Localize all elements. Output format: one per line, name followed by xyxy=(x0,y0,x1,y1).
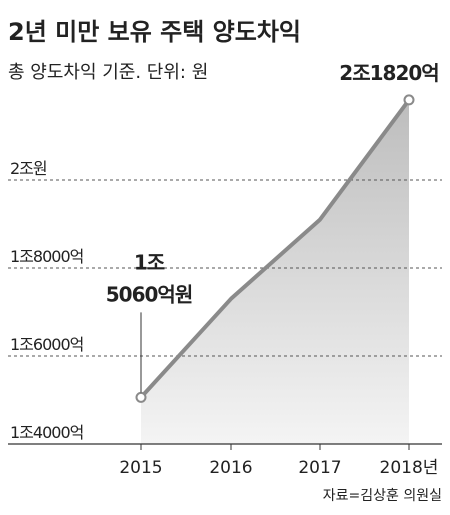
y-tick-label: 2조원 xyxy=(10,159,47,178)
source: 자료=김상훈 의원실 xyxy=(323,488,442,504)
value-label: 2조1820억 xyxy=(339,61,438,85)
marker xyxy=(135,391,147,403)
x-tick-label: 2018년 xyxy=(380,458,439,478)
y-tick-label: 1조4000억 xyxy=(10,423,83,442)
marker xyxy=(403,94,415,106)
x-tick-label: 2016 xyxy=(209,458,252,478)
y-tick-label: 1조8000억 xyxy=(10,247,83,266)
area xyxy=(141,99,409,445)
chart-subtitle: 총 양도차익 기준. 단위: 원 xyxy=(8,62,208,83)
line xyxy=(139,98,411,399)
x-tick-label: 2017 xyxy=(298,458,341,478)
x-tick-label: 2015 xyxy=(119,458,162,478)
y-tick-label: 1조6000억 xyxy=(10,335,83,354)
value-label: 1조 5060억원 xyxy=(106,250,192,306)
chart-title: 2년 미만 보유 주택 양도차익 xyxy=(8,18,301,46)
